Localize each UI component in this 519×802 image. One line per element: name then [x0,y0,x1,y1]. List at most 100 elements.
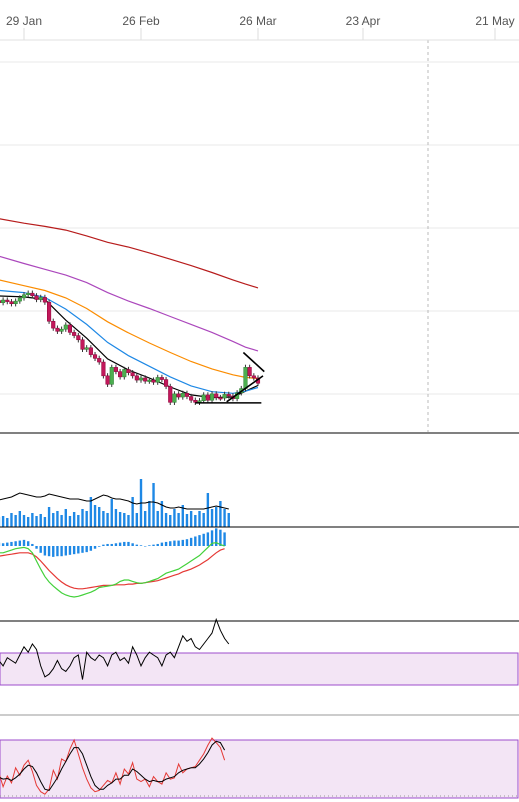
candle-body [184,393,190,397]
macd-histogram-bar [160,542,164,546]
stochastic-band [0,739,519,799]
macd-histogram-bar [210,530,214,546]
candle-body [243,367,248,389]
candle-body [126,369,131,373]
candle-body [30,292,35,297]
volume-bar [77,515,80,527]
candle-body [63,324,68,330]
macd-histogram-bar [81,546,84,553]
volume-bar [98,507,101,527]
macd-histogram-bar [206,532,210,546]
volume-bar [81,509,84,527]
macd-histogram-bar [106,543,109,546]
macd-histogram-bar [148,545,151,546]
volume-bar [10,513,13,527]
macd-histogram-bar [143,546,147,547]
candle-body [201,394,206,402]
candle-body [118,371,123,378]
candle-body [55,327,60,332]
candle-body [26,292,31,296]
volume-bar [1,516,5,527]
macd-histogram-bar [26,541,30,546]
volume-bar [135,513,139,527]
macd-histogram-bar [31,543,34,546]
candle-body [168,386,173,403]
macd-histogram-bar [1,543,5,546]
candle-body [218,397,223,400]
candle-body [76,335,81,341]
volume-bar [68,516,72,527]
macd-histogram-bar [194,536,197,546]
volume-bar [93,505,97,527]
candle-body [97,358,102,363]
candle-body [180,393,185,398]
candle-body [38,297,43,300]
macd-histogram-bar [6,542,9,546]
volume-bar [39,514,42,527]
candle-body [92,354,98,359]
candle-body [172,393,177,403]
macd-histogram-bar [156,543,159,546]
candle-body [176,393,181,398]
rsi-panel [0,617,519,686]
macd-histogram-bar [164,541,168,546]
volume-bar [215,507,218,527]
candle-body [34,295,39,300]
macd-histogram-bar [181,539,184,546]
volume-bar [52,513,55,527]
macd-histogram-bar [56,546,59,557]
macd-histogram-bar [47,546,51,557]
price-panel [0,218,265,405]
volume-bar [123,513,126,527]
volume-bar [18,511,22,527]
candle-body [0,300,1,303]
macd-histogram-bar [72,546,76,555]
volume-bar [131,497,134,527]
candle-body [226,394,231,397]
macd-histogram-bar [123,541,126,546]
macd-histogram-bar [189,537,193,546]
candle-body [189,396,194,401]
candle-body [51,321,56,329]
volume-bar [118,512,122,527]
x-tick-label: 23 Apr [346,14,381,28]
macd-histogram-bar [131,543,134,546]
x-tick-label: 26 Feb [122,14,160,28]
candle-body [21,294,27,299]
moving-average-line [0,279,259,380]
volume-bar [22,515,26,527]
candle-body [251,375,256,379]
macd-histogram-bar [22,539,26,546]
candle-body [155,377,160,383]
macd-histogram-bar [85,546,88,553]
macd-histogram-bar [14,541,17,546]
candle-body [13,300,18,305]
volume-bar [47,507,51,527]
candle-body [205,394,210,401]
macd-histogram-bar [60,546,63,557]
macd-histogram-bar [114,543,118,546]
volume-bar [85,511,88,527]
macd-histogram-bar [173,540,176,546]
macd-histogram-bar [127,541,130,546]
candle-body [109,367,114,385]
candle-body [193,399,198,403]
macd-panel [0,528,226,598]
macd-histogram-bar [202,533,205,546]
candle-body [9,301,14,305]
macd-histogram-bar [110,543,113,546]
candle-body [122,369,127,378]
panel-dividers [0,39,519,716]
rsi-band [0,652,519,686]
volume-bar [31,513,34,527]
volume-bar [102,511,105,527]
volume-bar [127,515,130,527]
candle-body [214,393,219,398]
macd-histogram-bar [219,529,222,546]
macd-histogram-bar [35,546,38,549]
volume-bar [198,511,201,527]
macd-histogram-bar [169,541,172,546]
macd-histogram-bar [10,541,13,546]
volume-bar [56,511,59,527]
